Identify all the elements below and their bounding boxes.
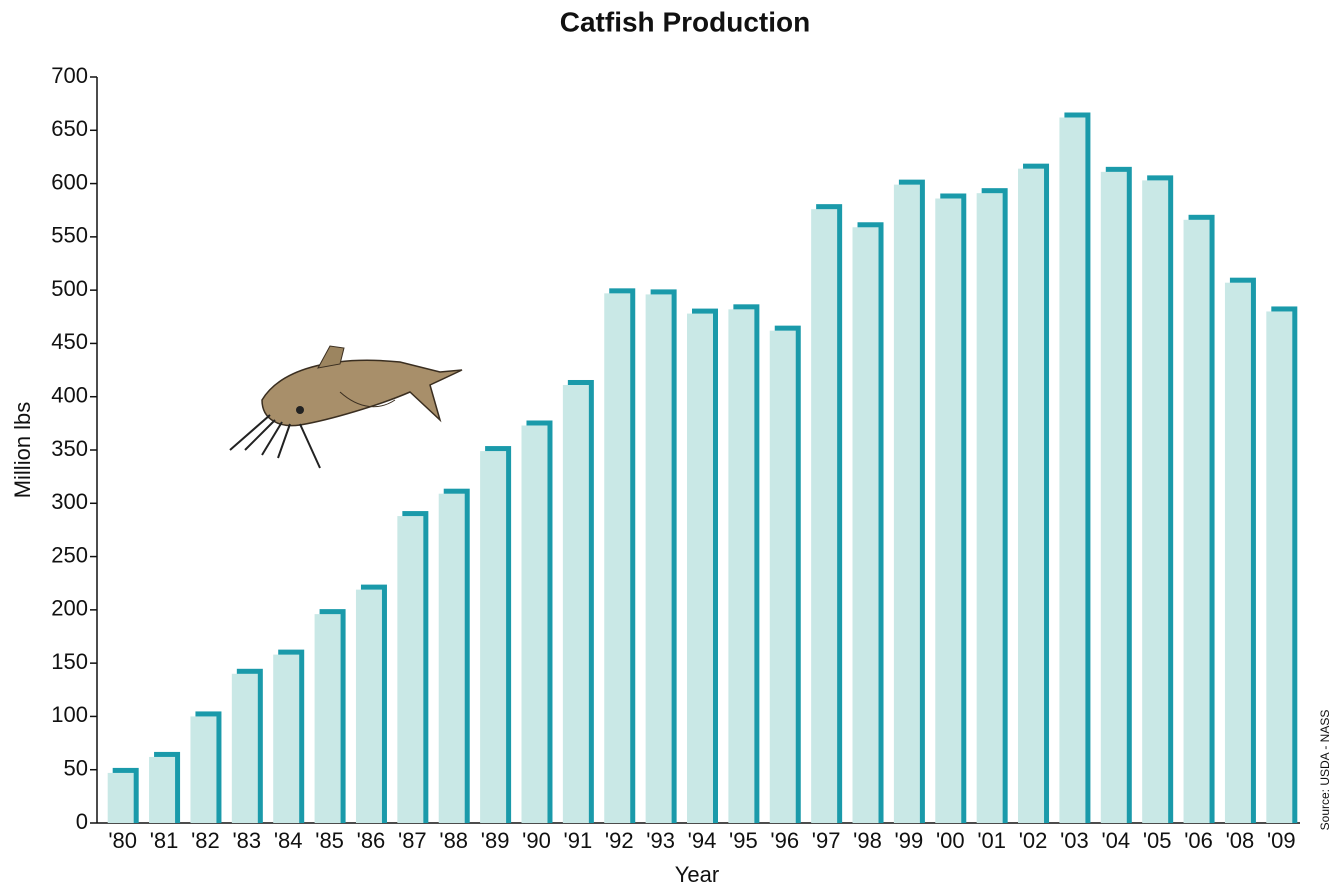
bar [976, 193, 1003, 824]
x-tick-label: '90 [522, 828, 551, 853]
bar [314, 614, 341, 823]
x-tick-label: '02 [1019, 828, 1048, 853]
bar [355, 589, 382, 823]
bar [852, 227, 879, 823]
bar [1224, 282, 1251, 823]
y-tick-label: 150 [51, 649, 88, 674]
y-tick-label: 700 [51, 63, 88, 88]
x-tick-label: '87 [398, 828, 427, 853]
bar [811, 209, 838, 824]
bar [1183, 219, 1210, 823]
x-tick-label: '00 [936, 828, 965, 853]
chart-title: Catfish Production [560, 6, 810, 37]
x-tick-label: '92 [605, 828, 634, 853]
catfish-illustration [229, 345, 463, 469]
x-tick-label: '05 [1143, 828, 1172, 853]
x-tick-label: '94 [688, 828, 717, 853]
x-tick-label: '93 [646, 828, 675, 853]
y-tick-label: 600 [51, 169, 88, 194]
bar [107, 772, 134, 823]
x-axis-label: Year [675, 862, 719, 887]
x-tick-label: '97 [812, 828, 841, 853]
x-tick-label: '04 [1101, 828, 1130, 853]
x-tick-label: '99 [895, 828, 924, 853]
bar [728, 309, 755, 824]
y-tick-label: 0 [76, 809, 88, 834]
x-tick-label: '86 [357, 828, 386, 853]
x-tick-label: '83 [232, 828, 261, 853]
y-axis-label: Million lbs [10, 402, 35, 499]
x-tick-label: '88 [439, 828, 468, 853]
bar [1100, 171, 1127, 823]
bar [1059, 117, 1086, 824]
y-tick-label: 350 [51, 436, 88, 461]
bar [935, 198, 962, 823]
y-tick-label: 250 [51, 542, 88, 567]
x-tick-label: '82 [191, 828, 220, 853]
bar [1142, 180, 1169, 824]
bar [645, 294, 672, 823]
y-tick-label: 200 [51, 596, 88, 621]
bar [438, 493, 465, 823]
x-tick-label: '80 [108, 828, 137, 853]
bar [1018, 168, 1045, 823]
y-tick-label: 550 [51, 223, 88, 248]
bar [149, 756, 176, 823]
x-tick-label: '98 [853, 828, 882, 853]
bar [1266, 311, 1293, 823]
x-tick-label: '85 [315, 828, 344, 853]
bar [273, 654, 300, 823]
y-tick-label: 300 [51, 489, 88, 514]
x-tick-label: '08 [1226, 828, 1255, 853]
y-tick-label: 650 [51, 116, 88, 141]
x-tick-label: '03 [1060, 828, 1089, 853]
bar [190, 716, 217, 823]
bar [562, 384, 589, 823]
x-tick-label: '96 [770, 828, 799, 853]
source-note: Source: USDA - NASS [1318, 710, 1332, 831]
x-tick-label: '91 [564, 828, 593, 853]
y-tick-label: 100 [51, 702, 88, 727]
y-tick-label: 400 [51, 383, 88, 408]
x-tick-label: '89 [481, 828, 510, 853]
y-tick-label: 450 [51, 329, 88, 354]
x-tick-label: '95 [729, 828, 758, 853]
bar [480, 451, 507, 823]
bar [231, 673, 258, 823]
x-tick-label: '81 [150, 828, 179, 853]
x-tick-label: '01 [977, 828, 1006, 853]
bar [687, 313, 713, 823]
bar [769, 330, 796, 823]
y-tick-label: 500 [51, 276, 88, 301]
x-tick-label: '09 [1267, 828, 1296, 853]
y-tick-label: 50 [64, 756, 88, 781]
x-tick-label: '06 [1184, 828, 1213, 853]
bar [397, 516, 424, 823]
bar [604, 293, 631, 824]
x-tick-label: '84 [274, 828, 303, 853]
bar [521, 425, 548, 823]
bar [893, 184, 920, 823]
